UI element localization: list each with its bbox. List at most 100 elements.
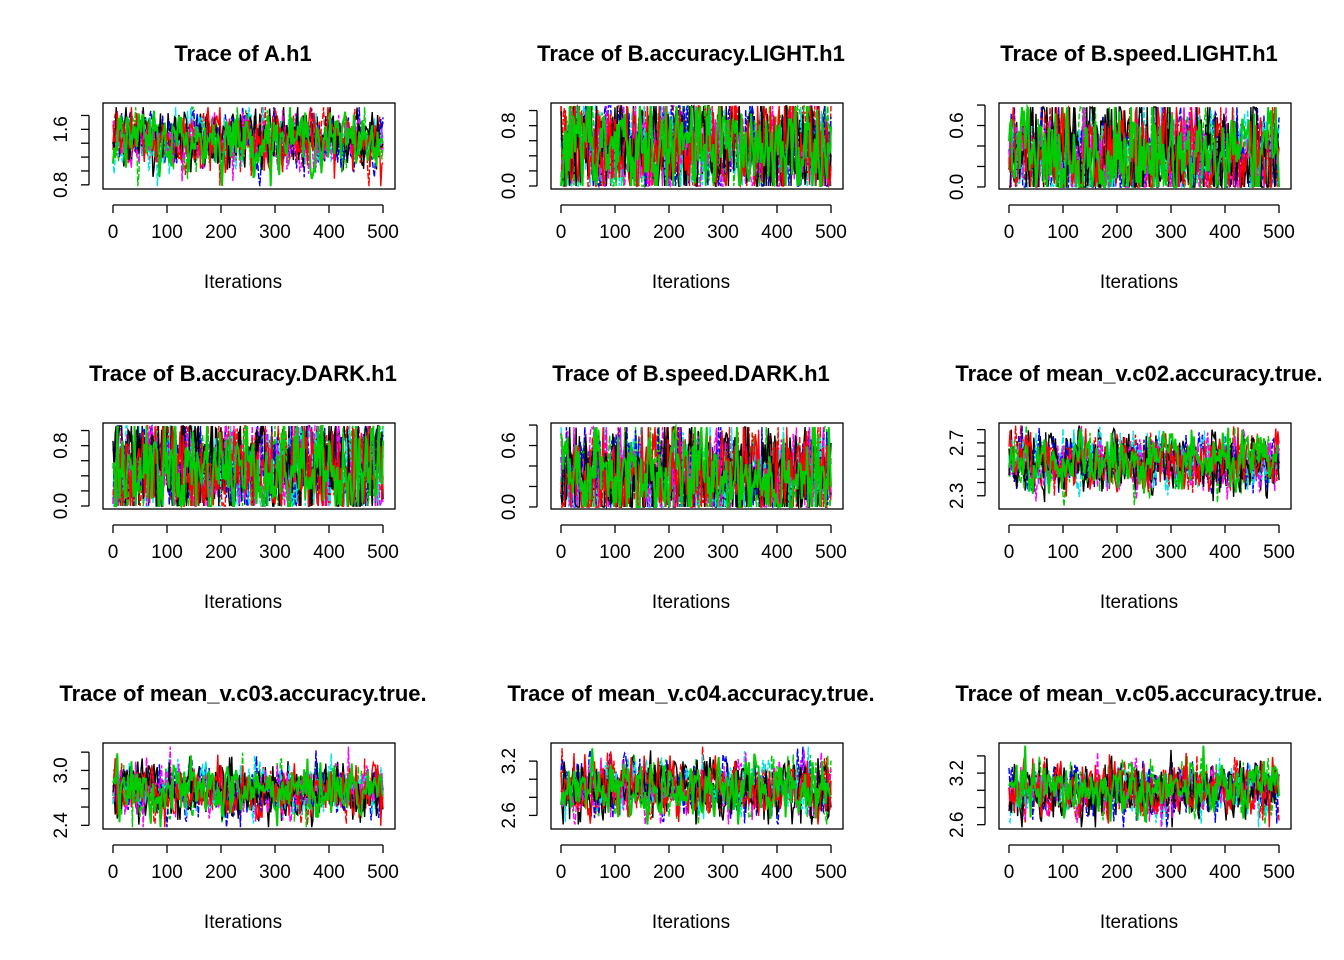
y-tick-label: 0.0 <box>499 494 520 520</box>
plot-frame <box>550 102 844 190</box>
x-tick-label: 0 <box>108 542 119 563</box>
x-axis-label: Iterations <box>652 272 730 293</box>
x-tick-label: 100 <box>151 542 183 563</box>
x-tick-label: 0 <box>556 862 567 883</box>
x-tick-label: 400 <box>761 862 793 883</box>
x-tick-label: 300 <box>1155 542 1187 563</box>
x-tick-label: 300 <box>1155 222 1187 243</box>
chain-9-trace <box>112 107 384 187</box>
x-tick-label: 200 <box>653 222 685 243</box>
y-tick-label: 0.0 <box>51 493 72 519</box>
plot-frame <box>998 422 1292 510</box>
trace-lines <box>112 106 384 187</box>
x-tick-label: 100 <box>599 862 631 883</box>
x-tick-label: 500 <box>367 542 399 563</box>
x-tick-label: 500 <box>815 542 847 563</box>
x-tick-label: 100 <box>151 222 183 243</box>
trace-panel-3: Trace of B.speed.LIGHT.h1 0 100 200 300 400 50… <box>947 41 1295 293</box>
chain-9-trace <box>560 748 832 825</box>
x-tick-label: 200 <box>1101 862 1133 883</box>
panel-title: Trace of B.accuracy.LIGHT.h1 <box>537 41 845 66</box>
y-tick-label: 0.0 <box>499 173 520 199</box>
x-tick-label: 500 <box>815 862 847 883</box>
x-tick-label: 200 <box>653 862 685 883</box>
x-tick-label: 400 <box>1209 222 1241 243</box>
trace-lines <box>1008 425 1280 507</box>
y-tick-label: 2.6 <box>947 811 968 837</box>
x-tick-label: 400 <box>313 542 345 563</box>
panel-title: Trace of B.speed.DARK.h1 <box>552 361 830 386</box>
plot-frame <box>102 102 396 190</box>
y-tick-label: 3.2 <box>499 748 520 774</box>
x-tick-label: 0 <box>1004 862 1015 883</box>
y-tick-label: 3.2 <box>947 760 968 786</box>
x-tick-label: 0 <box>108 222 119 243</box>
x-tick-label: 100 <box>151 862 183 883</box>
trace-lines <box>560 746 832 825</box>
panel-title: Trace of mean_v.c05.accuracy.true. <box>955 681 1322 706</box>
x-tick-label: 100 <box>599 222 631 243</box>
x-tick-label: 400 <box>761 222 793 243</box>
trace-panel-8: Trace of mean_v.c04.accuracy.true. 0 100 20… <box>499 681 875 933</box>
x-tick-label: 300 <box>707 542 739 563</box>
y-tick-label: 1.6 <box>51 116 72 142</box>
trace-lines <box>1008 745 1280 828</box>
x-tick-label: 300 <box>259 862 291 883</box>
y-tick-label: 3.0 <box>51 757 72 783</box>
trace-panel-9: Trace of mean_v.c05.accuracy.true. 0 100 20… <box>947 681 1323 933</box>
trace-panel-4: Trace of B.accuracy.DARK.h1 0 100 200 300 400… <box>51 361 399 613</box>
plot-frame <box>550 742 844 830</box>
y-tick-label: 0.8 <box>499 112 520 138</box>
x-tick-label: 400 <box>761 542 793 563</box>
y-tick-label: 2.4 <box>51 812 72 839</box>
panel-title: Trace of mean_v.c02.accuracy.true. <box>955 361 1322 386</box>
chain-9-trace <box>1008 745 1280 824</box>
x-tick-label: 500 <box>367 862 399 883</box>
y-tick-label: 2.6 <box>499 802 520 828</box>
chain-9-trace <box>1008 103 1280 189</box>
x-tick-label: 400 <box>313 862 345 883</box>
y-tick-label: 0.0 <box>947 174 968 200</box>
chain-9-trace <box>1008 427 1280 494</box>
chain-9-trace <box>560 105 832 187</box>
x-axis-label: Iterations <box>204 912 282 933</box>
x-tick-label: 200 <box>1101 222 1133 243</box>
panel-title: Trace of B.speed.LIGHT.h1 <box>1000 41 1278 66</box>
x-axis-label: Iterations <box>1100 272 1178 293</box>
y-tick-label: 0.6 <box>947 112 968 138</box>
x-tick-label: 300 <box>259 542 291 563</box>
x-axis-label: Iterations <box>652 912 730 933</box>
x-tick-label: 200 <box>205 862 237 883</box>
x-tick-label: 0 <box>1004 222 1015 243</box>
x-tick-label: 300 <box>707 222 739 243</box>
trace-panel-5: Trace of B.speed.DARK.h1 0 100 200 300 400 500… <box>499 361 847 613</box>
x-tick-label: 100 <box>1047 222 1079 243</box>
x-tick-label: 400 <box>313 222 345 243</box>
y-tick-label: 0.8 <box>51 432 72 458</box>
x-tick-label: 200 <box>205 222 237 243</box>
trace-panel-2: Trace of B.accuracy.LIGHT.h1 0 100 200 300 40… <box>499 41 847 293</box>
trace-panel-7: Trace of mean_v.c03.accuracy.true. 0 100 20… <box>51 681 427 933</box>
x-tick-label: 200 <box>1101 542 1133 563</box>
plot-frame <box>102 422 396 510</box>
x-axis-label: Iterations <box>204 592 282 613</box>
x-tick-label: 0 <box>108 862 119 883</box>
x-tick-label: 500 <box>1263 542 1295 563</box>
y-tick-label: 2.7 <box>947 430 968 456</box>
x-axis-label: Iterations <box>204 272 282 293</box>
x-tick-label: 500 <box>1263 862 1295 883</box>
chain-2-trace <box>1008 425 1280 496</box>
plot-frame <box>998 742 1292 830</box>
y-tick-label: 0.6 <box>499 432 520 458</box>
trace-lines <box>560 104 832 189</box>
x-tick-label: 100 <box>1047 862 1079 883</box>
y-tick-label: 2.3 <box>947 483 968 509</box>
x-axis-label: Iterations <box>1100 592 1178 613</box>
x-tick-label: 100 <box>599 542 631 563</box>
chain-9-trace <box>112 753 384 828</box>
x-tick-label: 300 <box>707 862 739 883</box>
trace-panel-6: Trace of mean_v.c02.accuracy.true. 0 100 20… <box>947 361 1323 613</box>
panel-title: Trace of mean_v.c03.accuracy.true. <box>59 681 426 706</box>
x-tick-label: 500 <box>1263 222 1295 243</box>
trace-panel-1: Trace of A.h1 0 100 200 300 400 500 Iterations 0… <box>51 41 399 293</box>
